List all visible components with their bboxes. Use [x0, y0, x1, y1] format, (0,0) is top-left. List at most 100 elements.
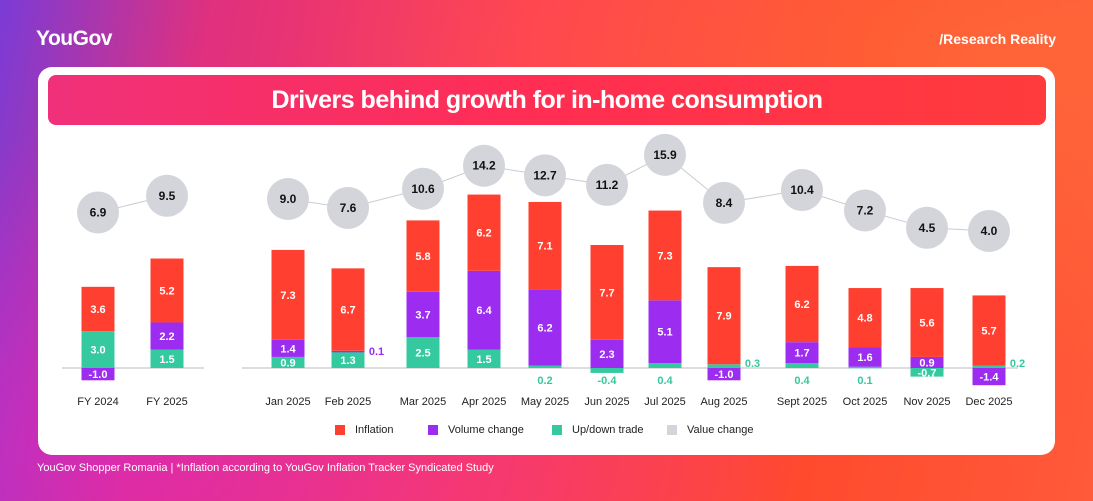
value-bubble — [586, 163, 628, 206]
legend-item-value: Value change — [667, 424, 753, 436]
x-tick-label: Sept 2025 — [777, 396, 827, 408]
bar-trade — [910, 368, 944, 377]
chart-title: Drivers behind growth for in-home consum… — [271, 85, 823, 114]
data-label-trade: -0.4 — [598, 375, 618, 387]
data-label-inflation: 6.2 — [794, 299, 809, 311]
data-label-inflation: 4.8 — [857, 313, 872, 325]
value-label: 7.6 — [340, 201, 357, 215]
x-tick-label: FY 2025 — [146, 396, 187, 408]
value-bubble — [327, 186, 369, 229]
bar-volume — [331, 350, 365, 353]
bar-trade — [648, 363, 682, 368]
bar-volume — [972, 368, 1006, 386]
data-label-inflation: 7.3 — [657, 250, 672, 262]
value-bubble — [906, 206, 948, 249]
bar-volume — [406, 291, 440, 338]
bar-trade — [150, 349, 184, 368]
bar-volume — [81, 368, 115, 381]
tagline: /Research Reality — [939, 31, 1056, 47]
x-tick-label: Dec 2025 — [965, 396, 1012, 408]
value-bubble — [524, 154, 566, 197]
data-label-inflation: 5.6 — [919, 317, 934, 329]
bar-volume — [271, 339, 305, 357]
bar-inflation — [972, 295, 1006, 366]
data-label-volume: 2.2 — [159, 331, 174, 343]
value-label: 8.4 — [716, 196, 733, 210]
title-banner: Drivers behind growth for in-home consum… — [48, 75, 1046, 125]
bar-trade — [848, 366, 882, 369]
bar-inflation — [81, 286, 115, 332]
legend-label: Volume change — [448, 424, 524, 436]
data-label-trade: 1.5 — [159, 354, 174, 366]
data-label-trade: 2.5 — [415, 348, 430, 360]
value-bubble — [77, 191, 119, 234]
data-label-inflation: 7.1 — [537, 241, 552, 253]
x-tick-label: Jul 2025 — [644, 396, 686, 408]
data-label-volume: 0.9 — [919, 357, 934, 369]
data-label-volume: -1.4 — [980, 372, 1000, 384]
data-label-volume: 6.2 — [537, 322, 552, 334]
data-label-volume: 1.4 — [280, 343, 296, 355]
data-label-trade: 0.4 — [657, 375, 673, 387]
value-bubble — [402, 167, 444, 210]
data-label-trade: 0.4 — [794, 375, 810, 387]
data-label-inflation: 3.6 — [90, 304, 105, 316]
data-label-trade: 1.3 — [340, 355, 355, 367]
bar-trade — [406, 337, 440, 368]
bar-inflation — [590, 245, 624, 340]
data-label-volume: 0.1 — [369, 346, 384, 358]
legend: Inflation Volume change Up/down trade Va… — [0, 424, 1093, 440]
legend-label: Value change — [687, 424, 754, 436]
bar-trade — [467, 349, 501, 368]
data-label-inflation: 5.2 — [159, 286, 174, 298]
data-label-trade: -0.7 — [918, 367, 937, 379]
bar-volume — [590, 339, 624, 368]
legend-swatch — [335, 425, 345, 435]
data-label-volume: 6.4 — [476, 305, 492, 317]
data-label-inflation: 6.7 — [340, 305, 355, 317]
data-label-inflation: 6.2 — [476, 228, 491, 240]
bar-inflation — [271, 249, 305, 340]
bar-inflation — [707, 267, 741, 365]
value-label: 9.5 — [159, 189, 176, 203]
bar-trade — [81, 331, 115, 368]
bar-volume — [785, 342, 819, 364]
value-label: 9.0 — [280, 192, 297, 206]
data-label-trade: 0.3 — [745, 358, 760, 370]
value-bubble — [146, 174, 188, 217]
bar-volume — [467, 270, 501, 350]
bar-inflation — [648, 210, 682, 301]
value-bubble — [968, 210, 1010, 252]
bar-inflation — [910, 288, 944, 357]
legend-swatch — [552, 425, 562, 435]
value-label: 4.5 — [919, 221, 936, 235]
value-bubble — [267, 178, 309, 220]
value-label: 12.7 — [533, 168, 557, 182]
data-label-trade: 0.9 — [280, 357, 295, 369]
value-label: 11.2 — [596, 178, 619, 192]
bar-inflation — [528, 201, 562, 290]
data-label-volume: 2.3 — [599, 349, 614, 361]
bar-volume — [910, 356, 944, 368]
yougov-logo: YouGov — [36, 27, 112, 50]
legend-swatch — [667, 425, 677, 435]
bar-volume — [150, 322, 184, 350]
data-label-volume: -1.0 — [715, 369, 734, 381]
value-label: 10.6 — [411, 182, 435, 196]
legend-label: Up/down trade — [572, 424, 644, 436]
data-label-volume: 5.1 — [657, 327, 672, 339]
x-tick-label: Apr 2025 — [462, 396, 507, 408]
bar-volume — [648, 300, 682, 364]
data-label-inflation: 5.8 — [415, 251, 430, 263]
value-label: 15.9 — [653, 148, 677, 162]
bar-inflation — [331, 268, 365, 351]
bar-trade — [785, 363, 819, 368]
bar-trade — [528, 365, 562, 368]
bar-inflation — [467, 194, 501, 271]
bar-inflation — [848, 288, 882, 348]
x-tick-label: Aug 2025 — [700, 396, 747, 408]
data-label-trade: 0.2 — [1010, 358, 1025, 370]
value-label: 7.2 — [857, 204, 874, 218]
data-label-volume: 3.7 — [415, 309, 430, 321]
bar-trade — [590, 368, 624, 373]
